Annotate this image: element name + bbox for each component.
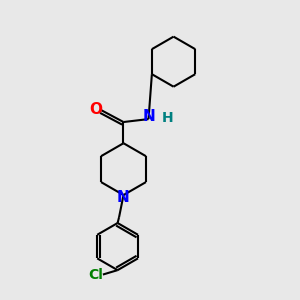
Text: Cl: Cl — [88, 268, 103, 281]
Text: H: H — [162, 111, 173, 124]
Text: O: O — [90, 102, 103, 117]
Text: N: N — [143, 109, 155, 124]
Text: N: N — [117, 190, 130, 205]
